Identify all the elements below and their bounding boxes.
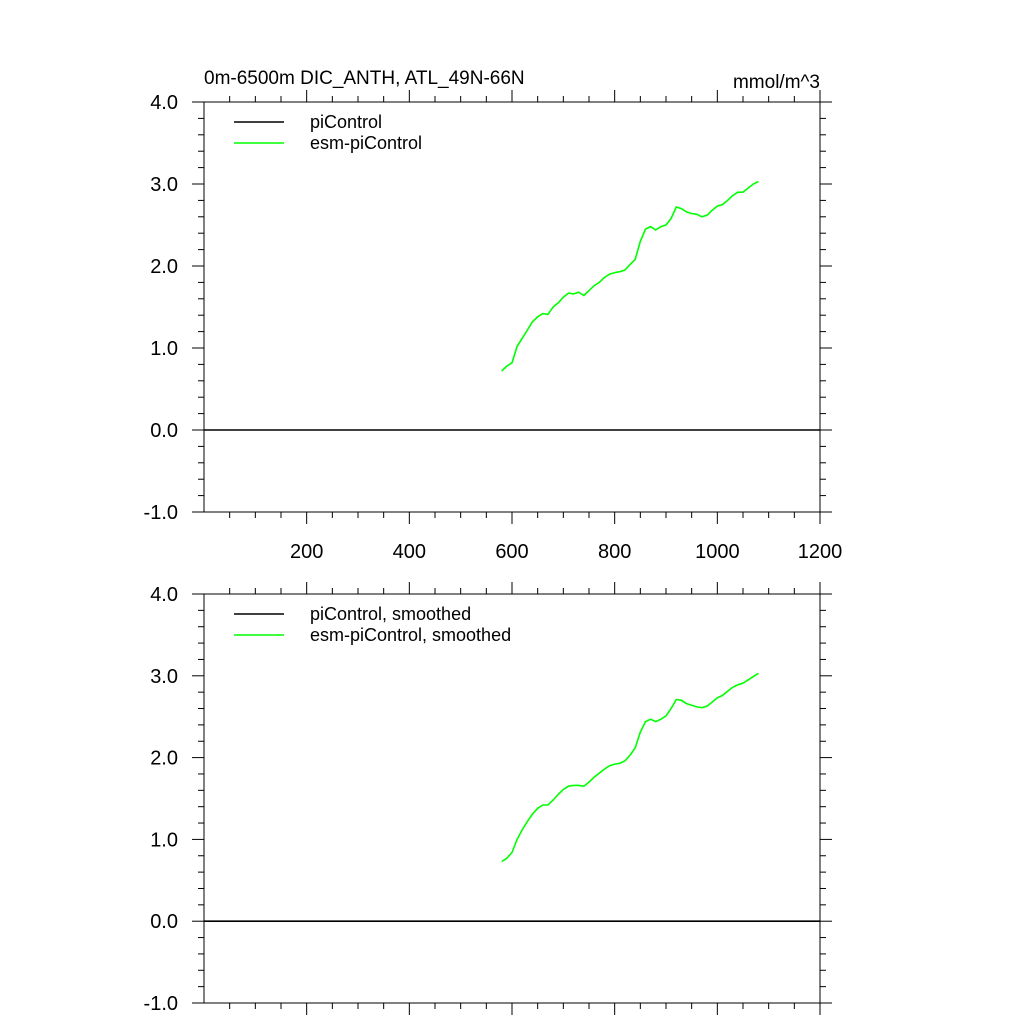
legend-label: esm-piControl: [310, 133, 422, 153]
plot-frame: [203, 593, 821, 1004]
x-tick-label: 400: [393, 541, 426, 563]
x-tick-label: 1000: [695, 541, 740, 563]
y-tick-label: 0.0: [150, 911, 178, 933]
y-tick-label: 3.0: [150, 174, 178, 196]
y-tick-label: 2.0: [150, 748, 178, 770]
legend-label: esm-piControl, smoothed: [310, 625, 511, 645]
series-line-2: [501, 672, 759, 863]
series-line-2: [501, 180, 759, 372]
chart-title: 0m-6500m DIC_ANTH, ATL_49N-66N: [204, 68, 525, 89]
y-tick-label: 2.0: [150, 256, 178, 278]
y-tick-label: 1.0: [150, 338, 178, 360]
x-tick-label: 200: [290, 541, 323, 563]
plot-frame: [203, 101, 821, 513]
x-tick-label: 800: [598, 541, 631, 563]
plot-panel-1: -1.0 0.0 1.0 2.0 3.0 4.0 200 400 600 800 1000 1200 0…: [144, 68, 843, 563]
y-tick-label: 4.0: [150, 92, 178, 114]
y-tick-label: 0.0: [150, 420, 178, 442]
legend-label: piControl: [310, 112, 382, 132]
legend-label: piControl, smoothed: [310, 604, 471, 624]
y-tick-label: -1.0: [144, 993, 178, 1015]
y-tick-label: 4.0: [150, 584, 178, 606]
x-tick-label: 1200: [798, 541, 843, 563]
y-tick-label: 1.0: [150, 829, 178, 851]
x-tick-label: 600: [495, 541, 528, 563]
plot-panel-2: -1.0 0.0 1.0 2.0 3.0 4.0 piControl, smoothedes…: [144, 582, 832, 1015]
y-tick-label: 3.0: [150, 666, 178, 688]
units-label: mmol/m^3: [733, 72, 820, 93]
y-tick-label: -1.0: [144, 502, 178, 524]
